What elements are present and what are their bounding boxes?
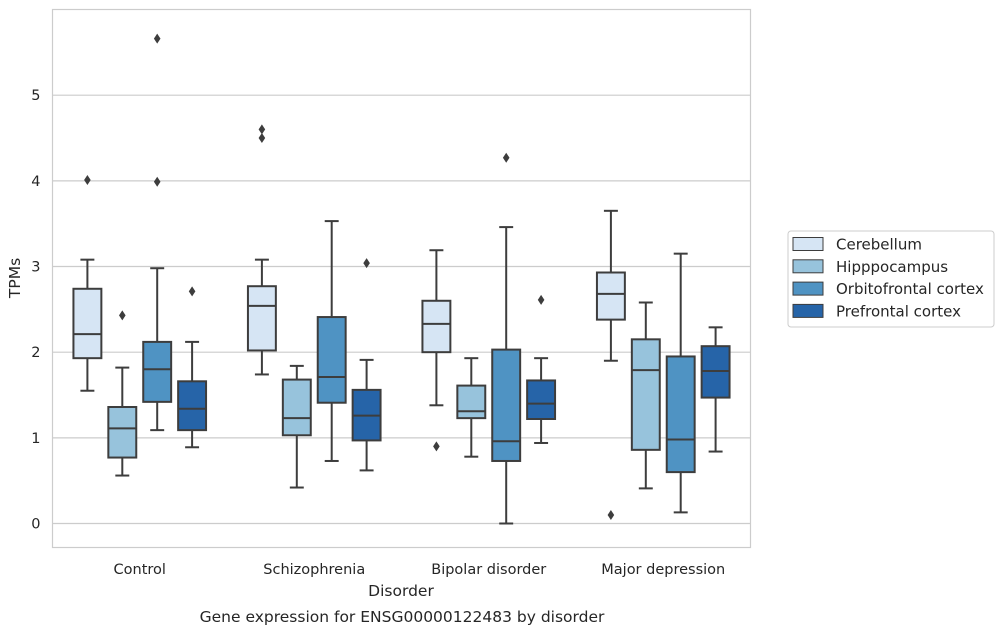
box-series-group bbox=[72, 33, 731, 525]
y-tick-label: 4 bbox=[31, 174, 40, 190]
y-tick-label: 5 bbox=[31, 88, 40, 104]
outlier-marker bbox=[119, 310, 126, 321]
x-tick-label: Bipolar disorder bbox=[431, 562, 546, 578]
outlier-marker bbox=[258, 133, 266, 144]
legend-swatch bbox=[792, 237, 824, 251]
outlier-marker bbox=[188, 286, 196, 297]
box-body bbox=[107, 406, 138, 459]
y-tick-labels: 0 1 2 3 4 5 bbox=[31, 88, 40, 532]
box bbox=[107, 310, 138, 477]
box-body bbox=[72, 287, 103, 360]
box bbox=[595, 209, 626, 520]
box bbox=[491, 152, 522, 525]
outlier-marker bbox=[258, 124, 266, 135]
box bbox=[281, 364, 312, 489]
x-tick-labels: Control Schizophrenia Bipolar disorder Majo… bbox=[114, 562, 726, 578]
outlier-marker bbox=[84, 174, 91, 185]
box-body bbox=[665, 355, 696, 474]
legend-swatch bbox=[792, 281, 824, 296]
series-orbitofrontal-cortex bbox=[142, 33, 696, 525]
y-tick-label: 2 bbox=[31, 345, 40, 361]
box-body bbox=[177, 380, 208, 432]
figure-caption: Gene expression for ENSG00000122483 by d… bbox=[200, 608, 605, 626]
box bbox=[72, 174, 103, 392]
plot-frame bbox=[51, 8, 752, 549]
box bbox=[630, 301, 661, 490]
outlier-marker bbox=[363, 258, 370, 269]
y-tick-label: 1 bbox=[31, 431, 40, 447]
box-body bbox=[491, 348, 522, 462]
series-hipppocampus bbox=[107, 301, 661, 490]
y-tick-label: 0 bbox=[31, 517, 40, 533]
legend-swatch bbox=[792, 303, 824, 318]
series-prefrontal-cortex bbox=[177, 258, 731, 472]
box-body bbox=[421, 299, 452, 354]
box-body bbox=[595, 271, 626, 321]
box-body bbox=[526, 379, 557, 420]
y-tick-label: 3 bbox=[31, 260, 40, 276]
y-axis-label: TPMs bbox=[6, 258, 24, 299]
legend-swatch bbox=[792, 259, 824, 274]
legend: Cerebellum Hipppocampus Orbitofrontal cort… bbox=[787, 230, 995, 328]
x-tick-label: Control bbox=[114, 562, 166, 578]
box bbox=[351, 258, 382, 472]
legend-label: Hipppocampus bbox=[836, 258, 948, 276]
outlier-marker bbox=[433, 441, 440, 452]
box bbox=[700, 326, 731, 453]
box bbox=[456, 357, 487, 458]
legend-label: Orbitofrontal cortex bbox=[836, 280, 984, 298]
outlier-marker bbox=[607, 509, 615, 520]
box bbox=[665, 252, 696, 514]
series-cerebellum bbox=[72, 124, 626, 520]
box-body bbox=[456, 384, 487, 420]
outlier-marker bbox=[502, 152, 510, 163]
box bbox=[526, 294, 557, 444]
legend-frame bbox=[787, 230, 995, 328]
outlier-marker bbox=[537, 294, 545, 305]
x-axis-label: Disorder bbox=[368, 582, 434, 600]
x-tick-label: Schizophrenia bbox=[263, 562, 365, 578]
box bbox=[177, 286, 208, 449]
box bbox=[421, 249, 452, 452]
box-body bbox=[630, 338, 661, 451]
legend-label: Cerebellum bbox=[836, 236, 922, 254]
outlier-marker bbox=[153, 176, 161, 187]
x-tick-label: Major depression bbox=[601, 562, 725, 578]
box bbox=[142, 33, 173, 432]
box-body bbox=[281, 378, 312, 437]
box bbox=[246, 124, 277, 376]
box-body bbox=[246, 285, 277, 352]
outlier-marker bbox=[153, 33, 161, 44]
legend-label: Prefrontal cortex bbox=[836, 302, 961, 320]
box-body bbox=[142, 340, 173, 403]
box-body bbox=[316, 316, 347, 404]
box bbox=[316, 220, 347, 462]
